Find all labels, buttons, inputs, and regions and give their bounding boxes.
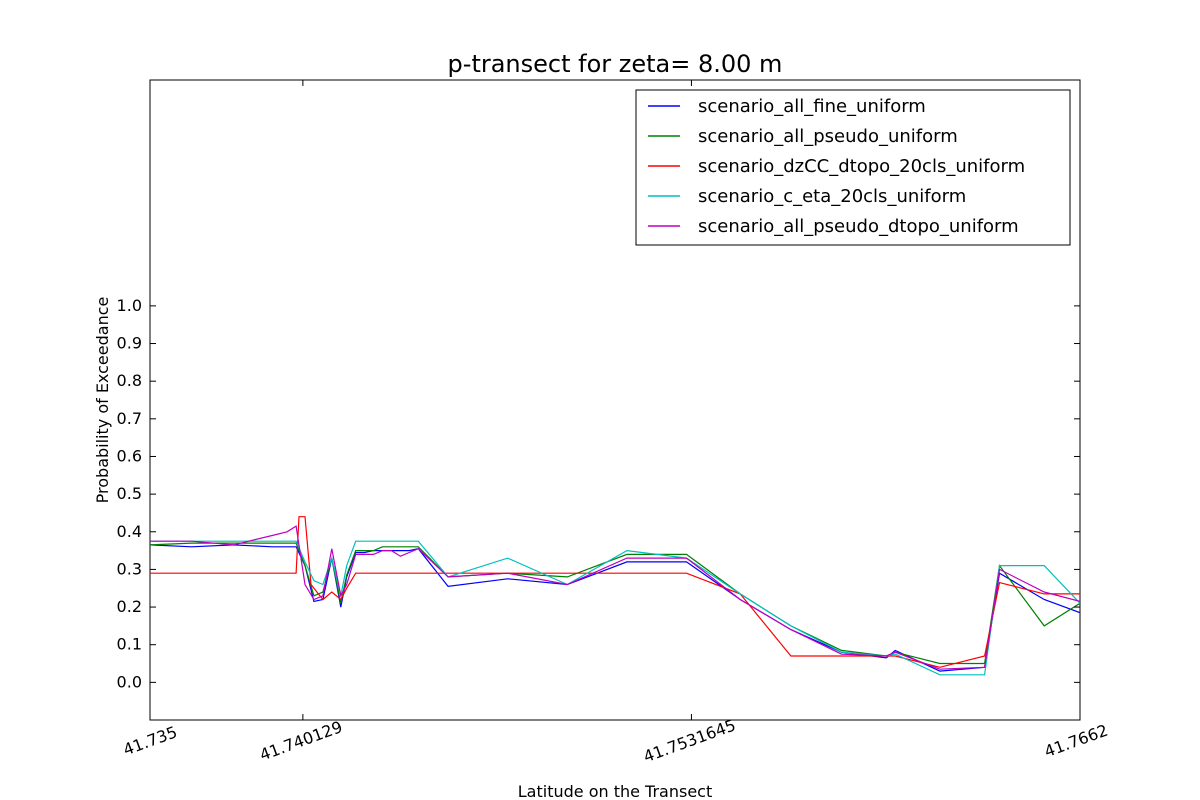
y-tick-label: 0.8 [117,371,142,390]
series-group [150,516,1080,676]
y-tick-label: 0.1 [117,635,142,654]
plot-frame [149,79,1081,721]
legend-label: scenario_c_eta_20cls_uniform [698,186,966,207]
y-tick-label: 0.4 [117,522,142,541]
y-tick-label: 0.6 [117,446,142,465]
legend-label: scenario_all_fine_uniform [698,96,926,117]
y-tick-label: 1.0 [117,296,142,315]
series-line-5 [150,525,1080,670]
legend-label: scenario_all_pseudo_dtopo_uniform [698,216,1019,237]
y-axis-ticks: 0.0 0.1 0.2 0.3 0.4 0.5 0.6 0.7 0.8 0.9 1.0 [117,296,1080,691]
legend-box [635,89,1071,246]
legend-label: scenario_all_pseudo_uniform [698,126,958,147]
y-tick-label: 0.3 [117,559,142,578]
y-tick-label: 0.0 [117,672,142,691]
y-tick-label: 0.2 [117,597,142,616]
legend-label: scenario_dzCC_dtopo_20cls_uniform [698,156,1025,177]
y-axis-label: Probability of Exceedance [93,297,112,504]
chart-title: p-transect for zeta= 8.00 m [448,50,783,78]
y-tick-label: 0.9 [117,334,142,353]
legend: scenario_all_fine_uniform scenario_all_ps… [635,89,1071,246]
y-tick-label: 0.5 [117,484,142,503]
x-axis-label: Latitude on the Transect [518,782,713,800]
y-tick-label: 0.7 [117,409,142,428]
